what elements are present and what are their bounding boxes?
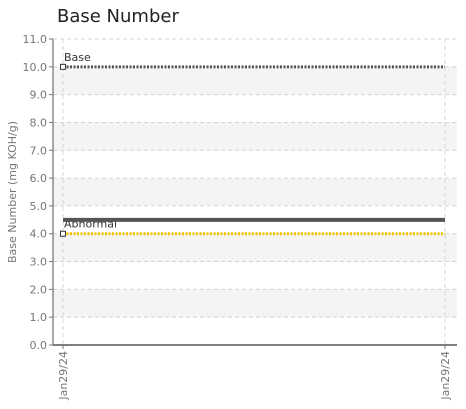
chart-title: Base Number <box>57 6 179 27</box>
y-tick-label: 1.0 <box>30 311 48 324</box>
y-tick-label: 7.0 <box>30 144 48 157</box>
plot-band <box>53 289 457 318</box>
plot-band <box>53 233 457 262</box>
y-tick-label: 0.0 <box>30 339 48 352</box>
y-tick-label: 10.0 <box>23 61 48 74</box>
series-label-base: Base <box>64 51 91 64</box>
plot-band <box>53 122 457 151</box>
plot-band <box>53 178 457 206</box>
y-tick-label: 11.0 <box>23 33 48 46</box>
x-tick-label: Jan29/24 <box>439 351 452 401</box>
y-tick-label: 5.0 <box>30 200 48 213</box>
y-tick-label: 9.0 <box>30 89 48 102</box>
series-marker-base <box>60 63 66 70</box>
y-tick-label: 8.0 <box>30 116 48 129</box>
y-tick-label: 2.0 <box>30 283 48 296</box>
y-tick-label: 6.0 <box>30 172 48 185</box>
x-tick-label: Jan29/24 <box>57 351 70 401</box>
y-tick-label: 4.0 <box>30 228 48 241</box>
series-marker-abnormal <box>60 230 66 237</box>
y-axis-title: Base Number (mg KOH/g) <box>6 121 19 263</box>
y-tick-label: 3.0 <box>30 256 48 269</box>
plot-band <box>53 66 457 95</box>
